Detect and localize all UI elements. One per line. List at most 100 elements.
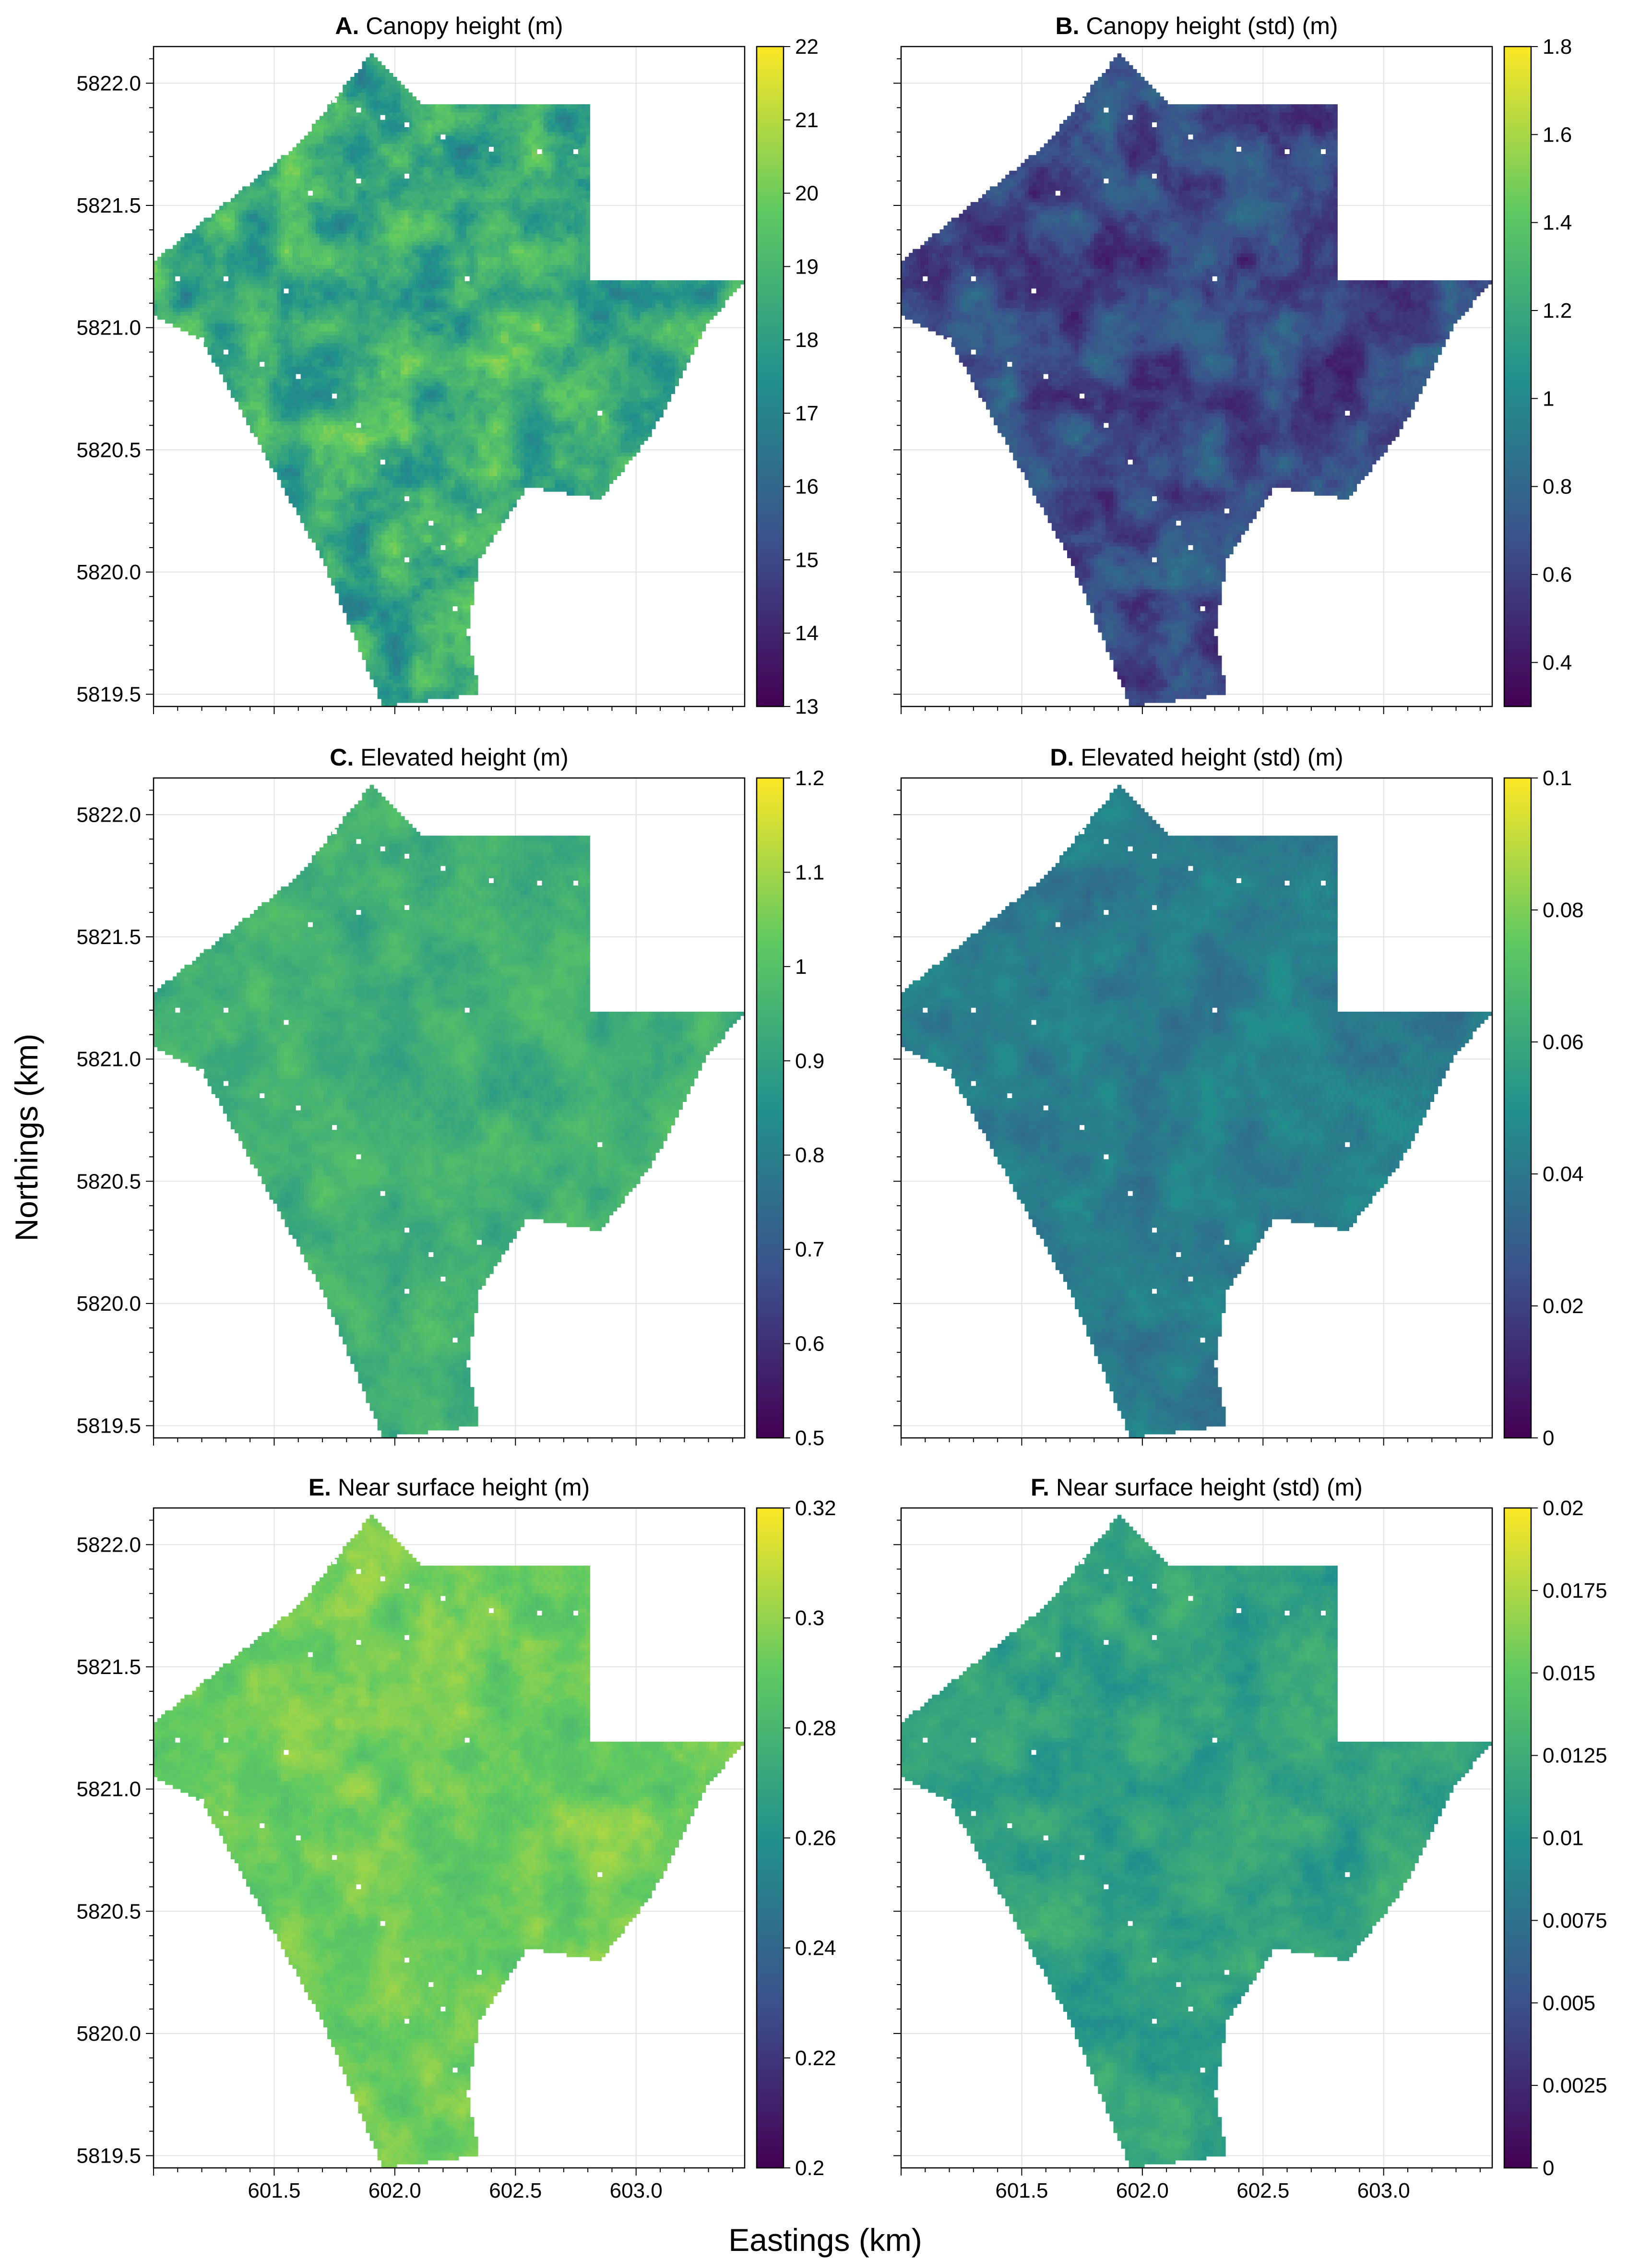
plot-marker <box>1212 1008 1217 1013</box>
plot-marker <box>1454 1823 1459 1828</box>
plot-marker <box>1321 1611 1326 1615</box>
plot-marker <box>1104 108 1108 112</box>
plot-marker <box>1080 1559 1084 1564</box>
x-tick-label: 602.5 <box>1236 2179 1289 2202</box>
raster-field <box>154 1515 745 2168</box>
plot-marker <box>356 1884 361 1889</box>
plot-marker <box>200 1069 204 1074</box>
colorbar-tick-label: 1 <box>1543 387 1554 410</box>
plot-marker <box>1454 1093 1459 1098</box>
x-axis-ticks <box>901 1438 1480 1446</box>
colorbar-tick-label: 0 <box>1543 2156 1554 2180</box>
panel-c: C. Elevated height (m)5822.05821.55821.0… <box>76 744 824 1450</box>
plot-marker <box>1236 147 1241 152</box>
colorbar-tick-label: 0.5 <box>795 1426 824 1450</box>
plot-marker <box>440 866 445 871</box>
raster-field <box>154 785 745 1438</box>
plot-marker <box>224 276 228 281</box>
y-tick-label: 5822.0 <box>76 1533 141 1556</box>
plot-marker <box>1104 1154 1108 1159</box>
plot-marker <box>380 1577 385 1581</box>
colorbar-tick-label: 0.0075 <box>1543 1909 1607 1932</box>
colorbar-tick-label: 1.6 <box>1543 123 1572 146</box>
plot-marker <box>1007 362 1012 367</box>
colorbar-tick-label: 0.8 <box>795 1144 824 1167</box>
plot-marker <box>332 98 337 103</box>
plot-marker <box>1080 829 1084 834</box>
plot-marker <box>453 2068 458 2072</box>
plot-marker <box>1152 557 1157 562</box>
plot-marker <box>537 1611 542 1615</box>
plot-marker <box>1212 1738 1217 1743</box>
plot-marker <box>308 1652 313 1657</box>
plot-marker <box>175 330 180 335</box>
plot-marker <box>1152 854 1157 859</box>
plot-marker <box>971 1738 976 1743</box>
plot-marker <box>1248 533 1253 538</box>
plot-marker <box>1285 1611 1290 1615</box>
plot-marker <box>1128 847 1133 851</box>
plot-marker <box>224 1738 228 1743</box>
plot-marker <box>923 1792 927 1796</box>
plot-marker <box>1128 460 1133 465</box>
colorbar-tick-label: 16 <box>795 475 819 499</box>
plot-marker <box>465 1738 470 1743</box>
plot-marker <box>947 337 952 342</box>
plot-marker <box>356 179 361 183</box>
x-axis-ticks: 601.5 602.0 602.5 603.0 <box>154 2168 733 2202</box>
colorbar-tick-label: 0.6 <box>1543 563 1572 586</box>
plot-marker <box>1104 1640 1108 1645</box>
plot-marker <box>404 174 409 179</box>
y-tick-label: 5819.5 <box>76 683 141 706</box>
plot-marker <box>597 411 602 416</box>
plot-marker <box>1128 1191 1133 1196</box>
colorbar-tick-label: 0.0125 <box>1543 1744 1607 1768</box>
plot-marker <box>380 1921 385 1926</box>
plot-marker <box>308 191 313 196</box>
plot-marker <box>923 1738 927 1743</box>
plot-marker <box>573 1611 578 1615</box>
raster-field <box>901 785 1492 1438</box>
panel-a: A. Canopy height (m)5822.05821.55821.058… <box>76 12 819 718</box>
panel-title: D. Elevated height (std) (m) <box>1050 744 1343 771</box>
plot-marker <box>646 1958 651 1962</box>
plot-marker <box>525 1228 530 1232</box>
colorbar-tick-label: 0.015 <box>1543 1662 1595 1685</box>
plot-marker <box>1176 1252 1181 1257</box>
y-tick-label: 5821.0 <box>76 1778 141 1801</box>
x-axis-ticks <box>154 1438 733 1446</box>
panel-letter: F. <box>1031 1474 1049 1501</box>
y-tick-label: 5820.5 <box>76 1170 141 1193</box>
colorbar-tick-label: 14 <box>795 622 819 645</box>
plot-marker <box>465 1008 470 1013</box>
plot-marker <box>646 496 651 501</box>
colorbar-tick-label: 0.7 <box>795 1238 824 1261</box>
plot-marker <box>477 509 482 514</box>
plot-marker <box>1104 423 1108 428</box>
plot-marker <box>1224 1970 1229 1975</box>
colorbar-tick-label: 1.8 <box>1543 35 1572 59</box>
colorbar-tick-label: 0.005 <box>1543 1991 1595 2015</box>
plot-marker <box>1152 1584 1157 1589</box>
plot-marker <box>428 1252 433 1257</box>
colorbar-tick-label: 19 <box>795 255 819 278</box>
y-tick-label: 5820.5 <box>76 1900 141 1923</box>
plot-marker <box>501 1265 506 1269</box>
panel-title: B. Canopy height (std) (m) <box>1055 12 1338 39</box>
colorbar-tick-label: 18 <box>795 328 819 352</box>
plot-marker <box>1152 2019 1157 2023</box>
plot-marker <box>308 922 313 927</box>
plot-marker <box>923 1062 927 1066</box>
y-tick-label: 5820.0 <box>76 1292 141 1316</box>
colorbar-tick-label: 0.8 <box>1543 475 1572 499</box>
panel-title-text: Elevated height (std) (m) <box>1074 744 1343 771</box>
plot-marker <box>175 1062 180 1066</box>
plot-marker <box>428 1982 433 1987</box>
plot-marker <box>200 1799 204 1804</box>
y-tick-label: 5821.5 <box>76 194 141 217</box>
x-axis-title: Eastings (km) <box>728 2222 922 2258</box>
raster-field <box>901 53 1492 707</box>
plot-marker <box>1104 1884 1108 1889</box>
